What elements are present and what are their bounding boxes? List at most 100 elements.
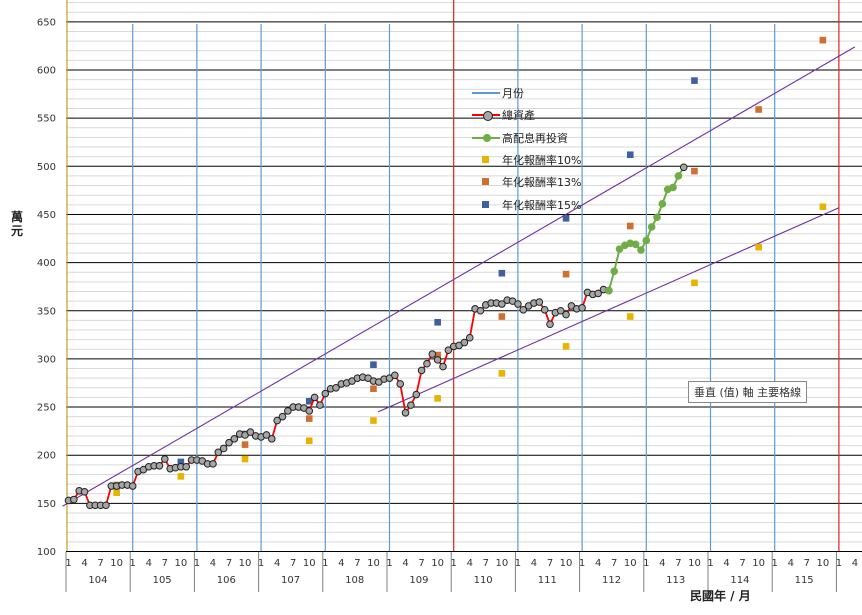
y-tick-label: 550	[37, 114, 56, 125]
year-markers	[132, 0, 840, 551]
x-month-label: 1	[515, 558, 521, 569]
legend-square-icon	[482, 200, 489, 208]
total-assets-point	[182, 462, 190, 471]
major-gridlines	[66, 0, 862, 552]
return-rate-point	[370, 361, 377, 368]
x-year-label: 105	[153, 575, 172, 586]
x-month-label: 7	[162, 558, 168, 569]
legend-item-month: 月份	[472, 82, 581, 104]
y-axis-ticks: 100 150 200 250 300 350 400 450 500 550 600 650	[37, 17, 56, 558]
total-assets-point	[465, 333, 474, 342]
return-rate-point	[305, 397, 313, 405]
y-tick-label: 100	[37, 547, 56, 558]
y-tick-label: 200	[37, 451, 56, 462]
x-year-label: 110	[474, 575, 493, 586]
total-assets-point	[401, 409, 410, 417]
legend-item-return-15: 年化報酬率15%	[472, 193, 581, 215]
x-month-label: 1	[836, 558, 842, 569]
dividend-reinvest-point	[605, 286, 613, 295]
total-assets-point	[439, 362, 447, 371]
legend-square-icon	[482, 156, 489, 164]
return-rate-point	[177, 458, 185, 466]
dividend-reinvest-point	[679, 163, 688, 172]
x-year-label: 111	[538, 575, 557, 586]
x-month-label: 1	[258, 558, 264, 569]
y-tick-label: 650	[37, 17, 56, 28]
x-month-label: 7	[354, 558, 360, 569]
x-year-label: 113	[666, 575, 685, 586]
x-month-label: 4	[338, 558, 344, 569]
total-assets-point	[578, 304, 586, 312]
x-month-label: 10	[624, 558, 637, 569]
dividend-reinvest-point	[610, 267, 619, 276]
total-assets-point	[310, 393, 319, 402]
total-assets-point	[80, 487, 89, 496]
trendlines	[62, 46, 856, 507]
total-assets-point	[278, 412, 287, 421]
x-month-label: 7	[675, 558, 681, 569]
return-rate-point	[370, 417, 377, 424]
total-assets-point	[594, 289, 602, 298]
x-month-label: 7	[547, 558, 553, 569]
x-month-label: 7	[97, 558, 103, 569]
return-rate-point	[755, 243, 762, 251]
x-axis-label: 民國年 / 月	[690, 589, 751, 603]
dividend-reinvest-point	[674, 172, 683, 180]
return-rate-point	[177, 473, 185, 480]
x-year-label: 112	[602, 575, 621, 586]
total-assets-point	[209, 460, 217, 468]
asset-markers	[64, 163, 688, 510]
legend-label: 總資產	[502, 109, 535, 123]
x-month-label: 1	[451, 558, 457, 569]
x-month-label: 10	[303, 558, 316, 569]
total-assets-point	[161, 455, 169, 463]
x-month-label: 1	[707, 558, 713, 569]
x-year-label: 115	[795, 575, 814, 586]
return-rate-point	[755, 106, 762, 113]
x-month-label: 4	[788, 558, 794, 569]
legend-circle-icon	[483, 133, 491, 142]
x-month-label: 1	[772, 558, 778, 569]
minor-gridlines	[66, 2, 862, 543]
return-rate-point	[113, 489, 120, 497]
return-rate-point	[691, 77, 698, 84]
x-month-label: 4	[467, 558, 473, 569]
x-year-label: 109	[409, 575, 428, 586]
total-assets-point	[262, 431, 271, 439]
x-year-label: 106	[217, 575, 236, 586]
legend-label: 年化報酬率10%	[502, 154, 582, 168]
legend-label: 月份	[502, 87, 524, 101]
total-assets-point	[128, 482, 137, 490]
total-assets-point	[428, 350, 437, 358]
y-tick-label: 600	[37, 66, 56, 77]
x-month-label: 10	[752, 558, 765, 569]
return-rate-point	[305, 437, 313, 445]
trendline	[377, 207, 840, 413]
return-rate-point	[691, 167, 698, 175]
total-assets-point	[540, 305, 549, 314]
x-month-label: 4	[210, 558, 216, 569]
total-assets-point	[321, 389, 330, 398]
total-assets-point	[407, 401, 415, 409]
total-assets-point	[332, 383, 340, 392]
total-assets-point	[519, 305, 528, 314]
return-rate-point	[498, 370, 506, 377]
total-assets-point	[391, 371, 399, 380]
total-assets-point	[102, 501, 110, 510]
return-rate-point	[370, 385, 377, 393]
total-assets-point	[305, 407, 314, 415]
x-month-label: 7	[226, 558, 232, 569]
x-month-label: 1	[130, 558, 136, 569]
legend-item-return-10: 年化報酬率10%	[472, 149, 581, 171]
asset-lines	[68, 166, 685, 507]
x-year-label: 114	[730, 575, 749, 586]
x-month-label: 4	[595, 558, 601, 569]
x-year-label: 107	[281, 575, 300, 586]
trendline	[62, 46, 856, 507]
dividend-reinvest-point	[653, 213, 661, 222]
return-rate-point	[498, 269, 506, 277]
return-rate-points	[113, 36, 827, 497]
x-month-label: 10	[688, 558, 701, 569]
return-rate-point	[562, 215, 570, 222]
